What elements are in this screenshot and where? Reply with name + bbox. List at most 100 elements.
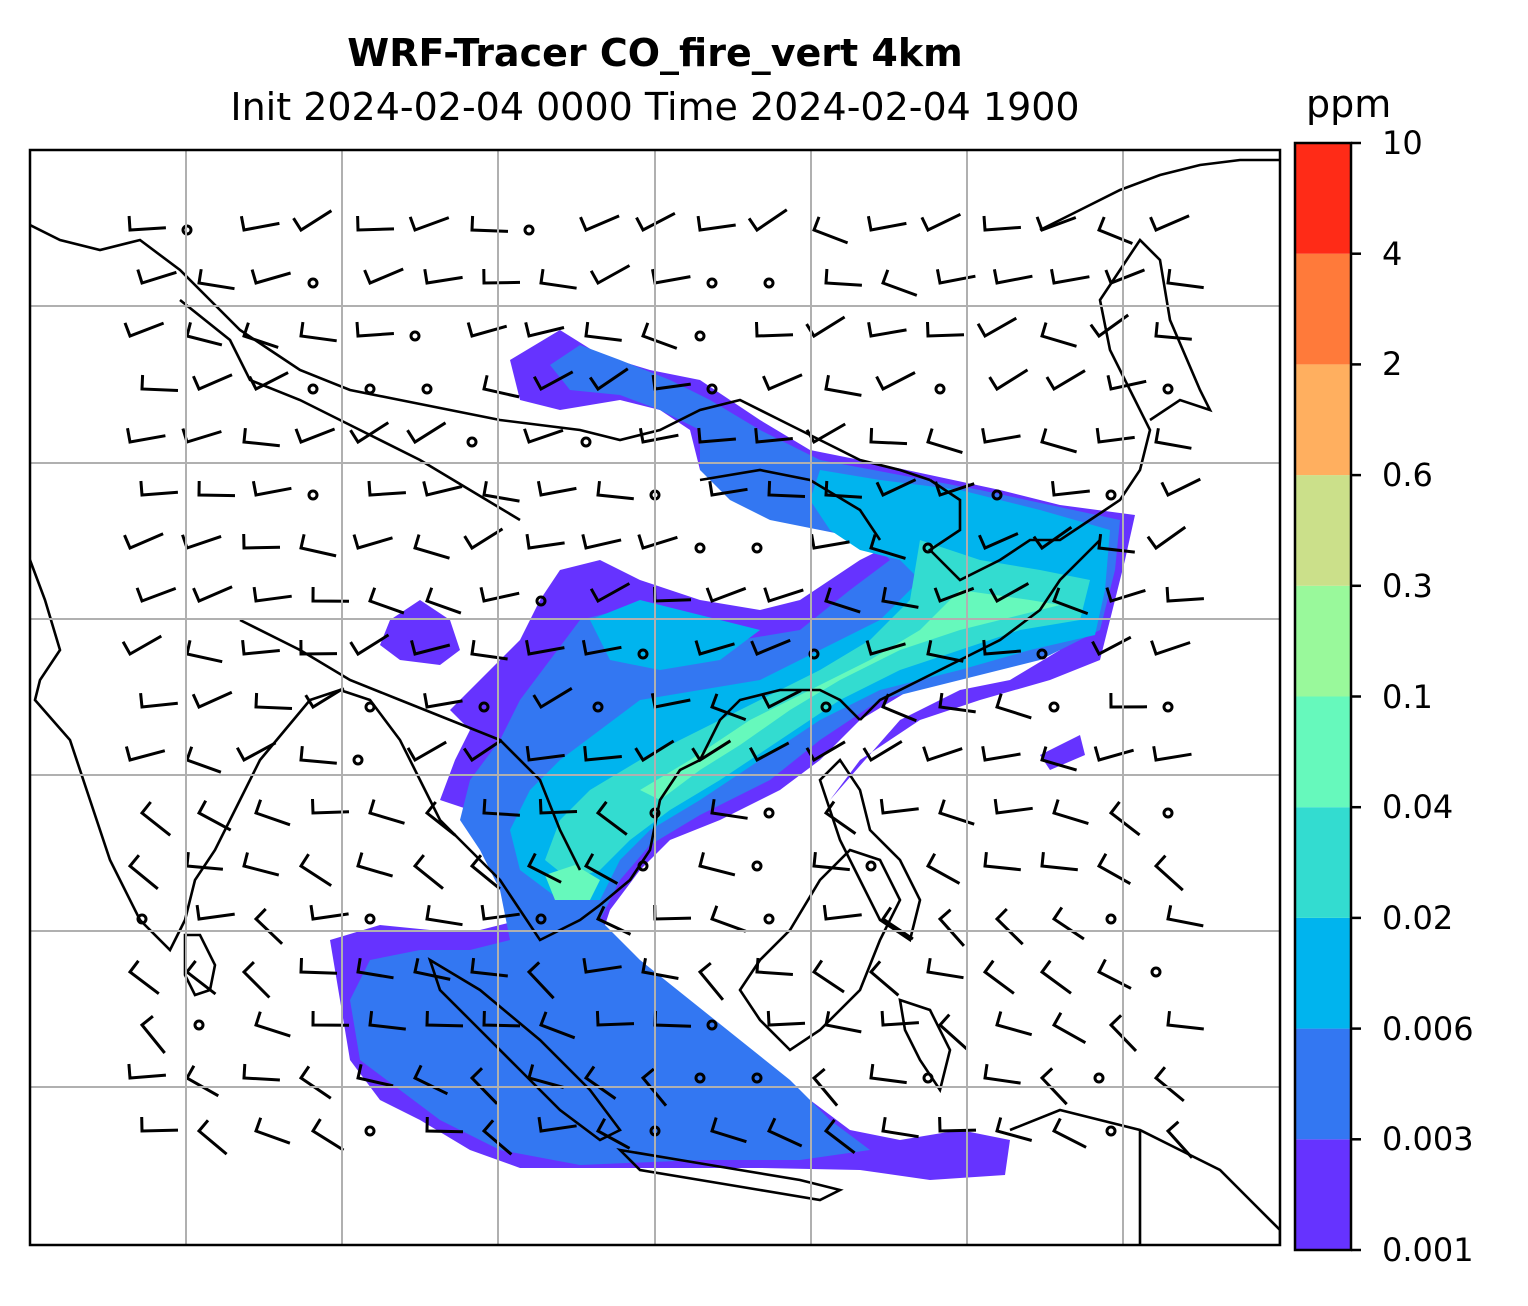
wind-barb [368,1010,406,1031]
wind-barb [869,1063,907,1085]
wind-barb [805,315,846,339]
wind-barb [824,587,861,614]
wind-barb [823,1118,856,1154]
wind-barb [140,374,179,392]
wind-barb [127,1063,167,1080]
calm-wind-marker [421,383,433,395]
calm-wind-marker [307,383,319,395]
wind-barb [299,321,337,343]
wind-barb [413,957,451,981]
wind-barb [423,692,463,709]
colorbar-tick-label: 10 [1382,124,1423,162]
wind-barb [1154,321,1192,341]
calm-wind-marker [820,701,832,713]
wind-barb [988,582,1030,604]
wind-barb [135,586,177,603]
wind-barb [983,851,1021,872]
wind-barb [525,533,565,550]
wind-barb [525,639,565,656]
wind-barb [937,1013,968,1051]
coastlines [30,158,1280,1245]
wind-barb [311,798,350,815]
wind-barb [1104,268,1146,285]
coast-far-north [1039,158,1280,232]
coast-java [616,1148,844,1202]
wind-barb [425,587,462,615]
wind-barb [1035,216,1077,232]
colorbar-tick-label: 0.006 [1382,1009,1474,1048]
wind-barb [425,1116,464,1134]
wind-barb [311,1010,350,1027]
wind-barb [299,533,337,558]
wind-barb [994,907,1024,946]
wind-barb [581,639,622,656]
wind-barb [126,427,166,444]
wind-barb [748,741,790,763]
calm-wind-marker [409,330,421,342]
wind-barb [311,586,350,603]
wind-barb [242,322,279,349]
wind-barb [926,957,964,980]
wind-barb [349,421,390,445]
calm-wind-marker [535,913,547,925]
wind-barb [310,1118,345,1152]
wind-barb [705,586,747,603]
wind-barb [937,908,966,947]
coast-sumatra [427,957,622,1142]
calm-wind-marker [1105,913,1117,925]
wind-barb [299,957,338,975]
wind-barb [538,798,578,815]
wind-barbs [121,208,1205,1159]
wind-barb [1096,958,1132,990]
wind-barb [811,1067,839,1107]
wind-barb [767,1117,803,1148]
wind-barb [127,215,166,232]
wind-barb [408,216,450,232]
calm-wind-marker [637,860,649,872]
colorbar-tick-label: 0.3 [1382,566,1433,605]
wind-barb [309,904,349,921]
calm-wind-marker [751,860,763,872]
wind-barb [824,480,862,499]
coast-india [30,559,522,953]
wind-barb [1095,427,1135,444]
wind-barb [1091,635,1132,657]
wind-barb [355,321,395,338]
wind-barb [127,854,159,890]
wind-barb [982,215,1022,232]
calm-wind-marker [364,1125,376,1137]
wind-barb [766,1010,806,1027]
wind-barb [1039,959,1072,995]
wind-barb [425,904,463,927]
wind-barb [584,321,622,342]
wind-barb [1165,586,1205,603]
wind-barb [641,957,679,980]
colorbar-segment [1295,585,1351,697]
wind-barb [653,904,692,921]
wind-barb [242,1063,280,1082]
colorbar-segment [1295,1139,1351,1250]
wind-barb [235,741,277,763]
colorbar-tick-label: 0.1 [1382,677,1433,716]
wind-barb [1149,214,1190,232]
wind-barb [982,959,1015,995]
calm-wind-marker [706,277,718,289]
wind-barb [862,740,903,763]
calm-wind-marker [1093,1072,1105,1084]
wind-barb [761,689,802,710]
wind-barb [470,639,508,661]
wind-barb [595,905,632,936]
wind-barb [881,693,917,723]
wind-barb [691,739,732,763]
wind-barb [920,212,962,233]
wind-barb [993,798,1033,815]
wind-barb [935,269,976,285]
wind-barb [926,639,964,663]
wind-barb [251,480,292,497]
wind-barb [536,480,577,497]
wind-barb [710,905,747,933]
calm-wind-marker [637,648,649,660]
wind-barb [867,321,907,338]
wind-barb [539,1011,576,1040]
